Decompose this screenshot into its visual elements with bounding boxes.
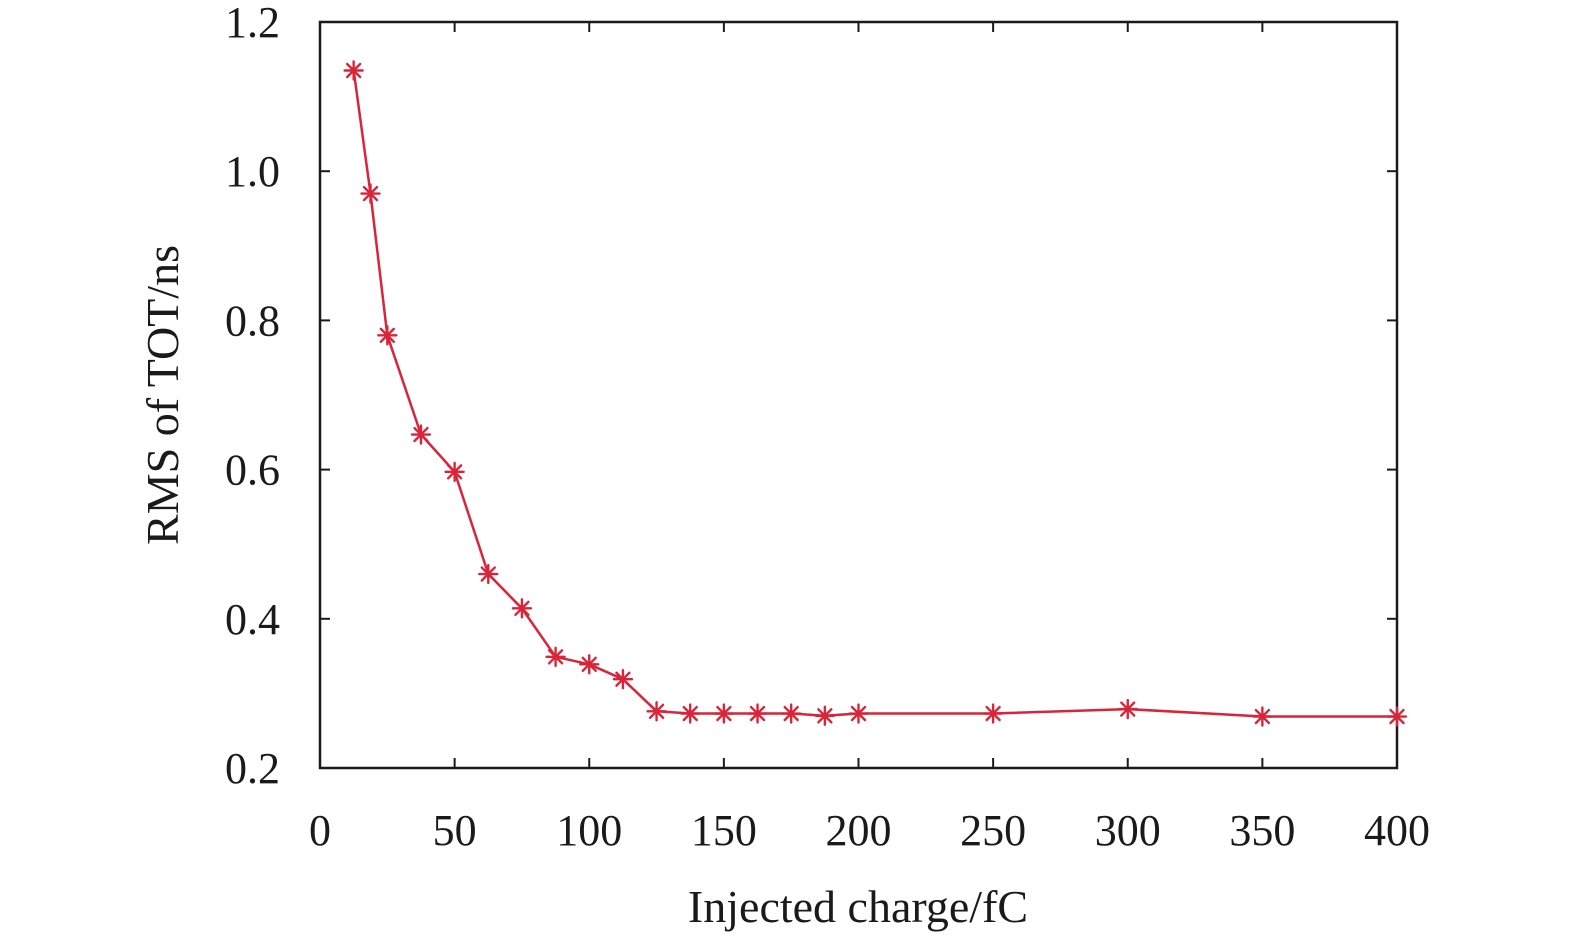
data-point <box>360 183 381 204</box>
series-layer <box>343 60 1408 727</box>
data-point <box>1386 706 1408 727</box>
data-point <box>579 654 600 675</box>
x-tick-label: 350 <box>1229 806 1295 855</box>
data-point <box>982 703 1004 724</box>
data-point <box>747 703 768 724</box>
x-tick-label: 100 <box>556 806 622 855</box>
data-point <box>1252 706 1273 727</box>
data-point <box>545 646 566 668</box>
x-tick-label: 150 <box>691 806 757 855</box>
y-tick-label: 1.0 <box>225 147 280 196</box>
x-tick-label: 300 <box>1095 806 1161 855</box>
y-tick-label: 0.6 <box>225 446 280 495</box>
y-tick-label: 0.2 <box>225 744 280 793</box>
data-point <box>848 703 869 724</box>
data-point <box>343 60 364 81</box>
data-point <box>511 598 533 619</box>
x-tick-label: 200 <box>826 806 892 855</box>
plot-frame <box>318 20 1399 770</box>
data-point <box>410 424 432 445</box>
data-point <box>1117 698 1138 720</box>
series-line <box>352 70 1397 718</box>
data-point <box>680 703 701 724</box>
x-tick-label: 250 <box>960 806 1026 855</box>
x-tick-labels: 0 50 100 150 200 250 300 350 400 <box>309 806 1430 855</box>
data-point <box>377 325 398 346</box>
data-point <box>780 703 802 724</box>
y-axis-title: RMS of TOT/ns <box>137 245 188 545</box>
x-tick-label: 50 <box>433 806 477 855</box>
y-tick-label: 0.4 <box>225 595 280 644</box>
data-point <box>478 563 499 585</box>
data-point <box>444 461 465 483</box>
data-point <box>814 705 836 726</box>
axis-ticks <box>319 21 1398 769</box>
data-point <box>612 669 634 690</box>
x-axis-title: Injected charge/fC <box>688 881 1028 932</box>
x-tick-label: 400 <box>1364 806 1430 855</box>
data-point <box>713 703 735 724</box>
y-tick-label: 1.2 <box>225 0 280 47</box>
x-tick-label: 0 <box>309 806 331 855</box>
y-tick-labels: 0.2 0.4 0.6 0.8 1.0 1.2 <box>225 0 280 793</box>
data-point <box>646 701 667 722</box>
y-tick-label: 0.8 <box>225 296 280 345</box>
